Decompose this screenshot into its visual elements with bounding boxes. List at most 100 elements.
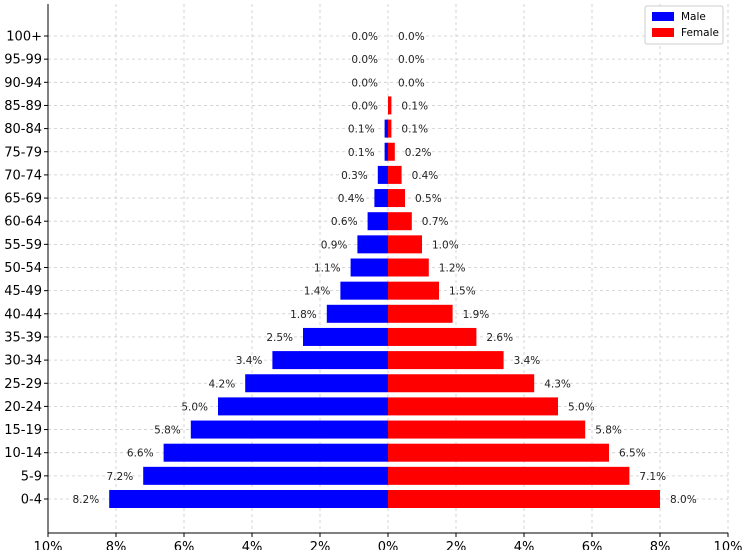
x-tick-label: 2% — [310, 540, 331, 550]
legend-label-female: Female — [681, 27, 719, 39]
data-label-male: 5.0% — [181, 401, 208, 413]
bar-female — [388, 443, 609, 462]
bar-male — [377, 165, 388, 184]
data-label-female: 0.7% — [422, 216, 449, 228]
bar-male — [367, 212, 388, 231]
y-tick-label: 25-29 — [4, 377, 42, 392]
data-label-female: 0.2% — [405, 147, 432, 159]
y-tick-label: 20-24 — [4, 400, 42, 415]
data-label-male: 0.4% — [338, 193, 365, 205]
bar-female — [388, 189, 405, 208]
bar-female — [388, 327, 477, 346]
data-label-female: 0.1% — [401, 124, 428, 136]
legend-label-male: Male — [681, 11, 706, 23]
bars — [109, 96, 660, 508]
data-label-female: 8.0% — [670, 494, 697, 506]
y-tick-label: 0-4 — [21, 493, 42, 508]
data-label-male: 1.1% — [314, 263, 341, 275]
bar-female — [388, 96, 392, 115]
data-label-female: 7.1% — [639, 471, 666, 483]
bar-female — [388, 258, 429, 277]
data-label-female: 5.0% — [568, 401, 595, 413]
y-tick-label: 40-44 — [4, 307, 42, 322]
bar-male — [163, 443, 388, 462]
bar-male — [303, 327, 388, 346]
data-label-male: 0.0% — [351, 77, 378, 89]
x-tick-label: 0% — [378, 540, 399, 550]
bar-female — [388, 466, 630, 485]
bar-female — [388, 397, 558, 416]
data-label-male: 4.2% — [209, 378, 236, 390]
data-label-female: 0.5% — [415, 193, 442, 205]
y-tick-label: 75-79 — [4, 145, 42, 160]
y-tick-label: 30-34 — [4, 354, 42, 369]
bar-male — [245, 374, 388, 393]
data-label-female: 1.0% — [432, 239, 459, 251]
data-label-male: 2.5% — [266, 332, 293, 344]
x-tick-label: 2% — [446, 540, 467, 550]
data-label-male: 0.6% — [331, 216, 358, 228]
legend-swatch-male — [652, 12, 674, 21]
x-tick-label: 6% — [174, 540, 195, 550]
data-label-female: 3.4% — [514, 355, 541, 367]
data-label-female: 2.6% — [486, 332, 513, 344]
data-label-male: 8.2% — [73, 494, 100, 506]
x-tick-label: 10% — [34, 540, 63, 550]
y-tick-label: 10-14 — [4, 446, 42, 461]
data-label-female: 6.5% — [619, 448, 646, 460]
bar-male — [384, 142, 388, 161]
data-label-male: 5.8% — [154, 425, 181, 437]
data-label-male: 1.4% — [304, 286, 331, 298]
y-tick-label: 65-69 — [4, 192, 42, 207]
data-label-female: 0.4% — [412, 170, 439, 182]
x-tick-label: 4% — [242, 540, 263, 550]
y-tick-label: 90-94 — [4, 76, 42, 91]
bar-male — [272, 351, 388, 370]
data-label-female: 0.0% — [398, 77, 425, 89]
bar-male — [326, 304, 388, 323]
x-tick-label: 4% — [514, 540, 535, 550]
bar-male — [357, 235, 388, 254]
data-labels: 8.2%7.2%6.6%5.8%5.0%4.2%3.4%2.5%1.8%1.4%… — [73, 31, 697, 506]
bar-male — [190, 420, 388, 439]
x-tick-label: 8% — [106, 540, 127, 550]
y-tick-label: 95-99 — [4, 53, 42, 68]
y-axis-ticks: 0-4 5-9 10-14 15-19 20-24 25-29 30-34 35-39 40-4… — [4, 30, 48, 508]
y-tick-label: 50-54 — [4, 261, 42, 276]
data-label-female: 4.3% — [544, 378, 571, 390]
data-label-female: 1.9% — [463, 309, 490, 321]
bar-female — [388, 374, 535, 393]
y-tick-label: 55-59 — [4, 238, 42, 253]
data-label-female: 0.0% — [398, 31, 425, 43]
y-tick-label: 100+ — [6, 30, 42, 45]
bar-female — [388, 165, 402, 184]
bar-female — [388, 235, 422, 254]
data-label-female: 0.0% — [398, 54, 425, 66]
bar-female — [388, 142, 395, 161]
data-label-male: 0.1% — [348, 124, 375, 136]
bar-male — [340, 281, 388, 300]
y-tick-label: 45-49 — [4, 284, 42, 299]
x-tick-label: 6% — [582, 540, 603, 550]
data-label-male: 7.2% — [107, 471, 134, 483]
data-label-male: 0.0% — [351, 54, 378, 66]
data-label-male: 6.6% — [127, 448, 154, 460]
y-tick-label: 70-74 — [4, 168, 42, 183]
bar-male — [218, 397, 388, 416]
data-label-female: 0.1% — [401, 100, 428, 112]
data-label-male: 0.1% — [348, 147, 375, 159]
data-label-female: 5.8% — [595, 425, 622, 437]
bar-male — [350, 258, 388, 277]
data-label-male: 0.3% — [341, 170, 368, 182]
bar-female — [388, 351, 504, 370]
x-tick-label: 8% — [650, 540, 671, 550]
bar-male — [109, 490, 388, 508]
bar-male — [384, 119, 388, 138]
data-label-female: 1.2% — [439, 263, 466, 275]
y-tick-label: 15-19 — [4, 423, 42, 438]
bar-female — [388, 281, 439, 300]
legend-swatch-female — [652, 28, 674, 37]
bar-female — [388, 490, 660, 508]
bar-male — [143, 466, 388, 485]
